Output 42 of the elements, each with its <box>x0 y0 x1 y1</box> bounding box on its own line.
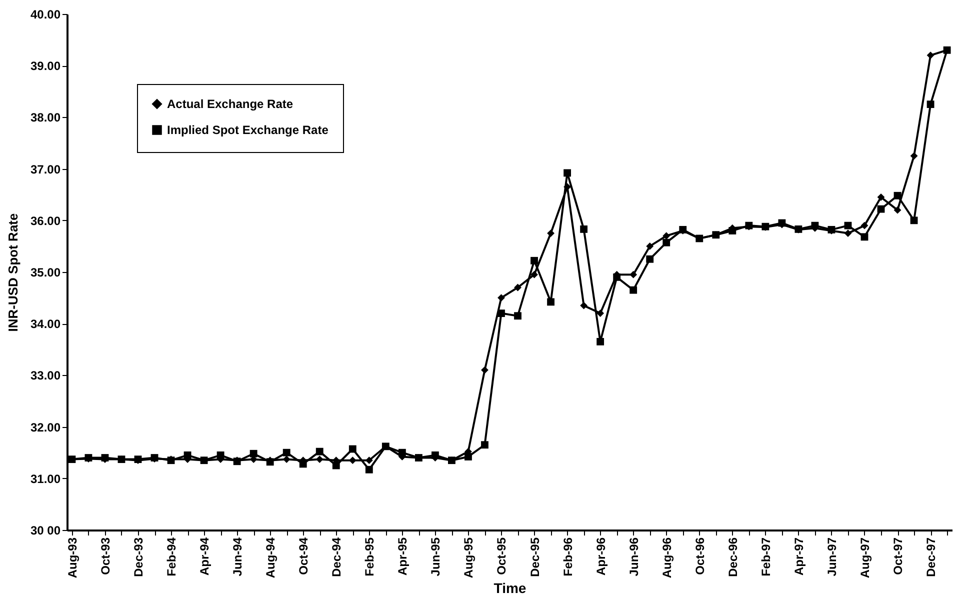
x-tick-label: Oct-95 <box>494 537 509 575</box>
x-tick-label: Apr-96 <box>594 537 608 576</box>
x-tick-label: Feb-95 <box>362 537 377 576</box>
legend-label: Implied Spot Exchange Rate <box>167 123 329 137</box>
x-tick-label: Aug-93 <box>65 537 80 578</box>
y-axis-title: INR-USD Spot Rate <box>5 213 20 332</box>
x-tick-label: Oct-96 <box>692 537 707 575</box>
x-tick-label: Oct-93 <box>98 537 112 575</box>
x-tick-label: Feb-94 <box>164 537 179 576</box>
x-tick-label: Feb-96 <box>560 537 575 576</box>
x-tick-label: Dec-97 <box>924 537 938 577</box>
y-tick-label: 34.00 <box>30 317 61 332</box>
y-tick-label: 33.00 <box>30 368 61 383</box>
x-tick-label: Aug-95 <box>462 537 476 578</box>
x-tick-label: Jun-96 <box>626 537 641 576</box>
x-tick-label: Jun-94 <box>230 537 245 576</box>
x-tick-label: Aug-97 <box>858 537 872 578</box>
y-tick-label: 38.00 <box>30 110 61 125</box>
y-tick-label: 40.00 <box>30 8 61 22</box>
y-tick-label: 31.00 <box>30 472 61 486</box>
x-tick-label: Apr-95 <box>396 537 410 576</box>
x-tick-label: Dec-96 <box>726 537 740 577</box>
y-tick-label: 39.00 <box>30 59 61 74</box>
x-tick-label: Oct-97 <box>891 537 906 575</box>
y-tick-label: 36.00 <box>30 214 61 228</box>
x-tick-label: Dec-93 <box>132 537 146 577</box>
x-tick-label: Oct-94 <box>296 537 311 575</box>
x-tick-label: Jun-95 <box>428 537 443 576</box>
y-tick-label: 30 00 <box>30 524 61 538</box>
x-tick-label: Dec-94 <box>330 537 344 577</box>
y-tick-label: 32.00 <box>30 420 61 434</box>
x-tick-label: Aug-94 <box>264 537 278 578</box>
x-tick-label: Dec-95 <box>528 537 542 577</box>
x-tick-label: Jun-97 <box>824 537 839 576</box>
x-tick-label: Apr-97 <box>792 537 806 576</box>
y-tick-label: 35.00 <box>30 266 61 280</box>
y-tick-label: 37.00 <box>30 162 61 176</box>
x-tick-label: Apr-94 <box>198 537 212 576</box>
x-tick-label: Aug-96 <box>660 537 674 578</box>
x-tick-label: Feb-97 <box>758 537 773 576</box>
legend-label: Actual Exchange Rate <box>167 97 294 111</box>
x-axis-title: Time <box>494 580 526 596</box>
